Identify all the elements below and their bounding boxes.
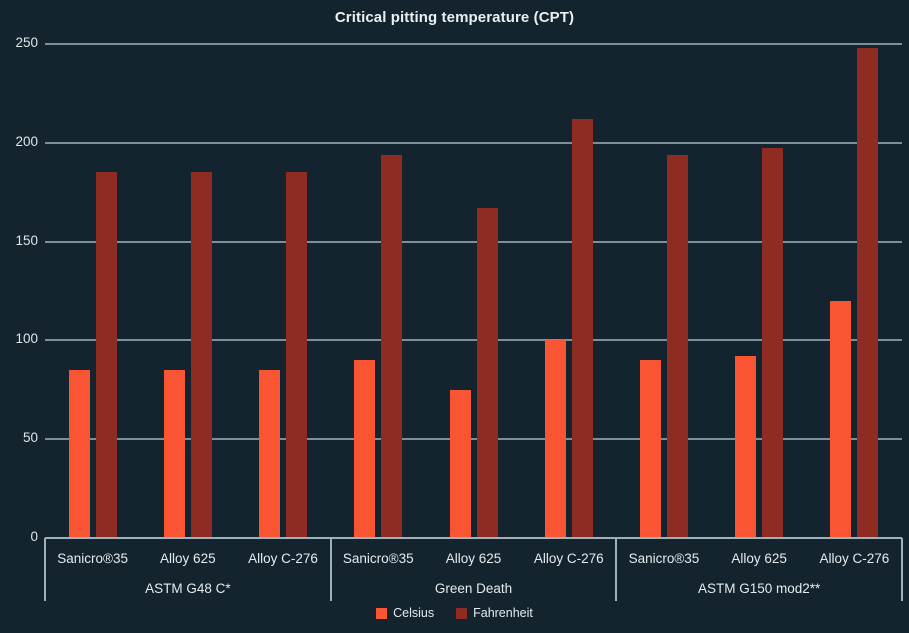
gridline-100 <box>45 339 902 342</box>
x-axis-alloy-label: Sanicro®35 <box>57 551 128 566</box>
gridline-250 <box>45 43 902 45</box>
x-axis-alloy-label: Alloy C-276 <box>248 551 318 566</box>
x-axis-alloy-label: Alloy C-276 <box>533 551 604 566</box>
y-axis-tick-label: 150 <box>15 232 38 248</box>
x-axis-line <box>45 537 902 539</box>
bar-fahrenheit <box>476 208 498 538</box>
group-separator <box>901 538 903 601</box>
bar-celsius <box>830 300 852 538</box>
chart-title: Critical pitting temperature (CPT) <box>334 9 575 26</box>
bar-celsius <box>544 340 566 538</box>
x-axis-alloy-label: Alloy 625 <box>731 551 787 566</box>
x-axis-alloy-label: Sanicro®35 <box>342 551 414 566</box>
bar-fahrenheit <box>286 172 308 538</box>
x-axis-group-label: ASTM G150 mod2** <box>698 581 821 596</box>
bar-celsius <box>354 360 376 538</box>
bar-celsius <box>735 356 757 538</box>
legend-item-celsius: Celsius <box>376 606 434 620</box>
legend-swatch-celsius <box>376 607 388 619</box>
bar-celsius <box>259 370 281 538</box>
bar-fahrenheit <box>762 147 784 538</box>
bar-fahrenheit <box>381 154 403 538</box>
x-axis-group-label: ASTM G48 C* <box>145 581 231 596</box>
group-separator <box>615 538 618 601</box>
bar-fahrenheit <box>190 172 212 538</box>
x-axis-alloy-label: Sanicro®35 <box>628 551 700 566</box>
y-axis-tick-label: 50 <box>22 430 38 446</box>
bar-celsius <box>68 370 90 538</box>
bar-celsius <box>163 370 185 538</box>
bar-fahrenheit <box>95 172 117 538</box>
bar-celsius <box>449 389 471 538</box>
x-axis-group-label: Green Death <box>434 581 513 596</box>
gridline-150 <box>45 240 902 243</box>
group-separator <box>44 538 46 601</box>
y-axis-tick-label: 0 <box>30 529 38 544</box>
x-axis-alloy-label: Alloy 625 <box>160 551 216 566</box>
group-separator <box>329 538 332 601</box>
x-axis-alloy-label: Alloy 625 <box>445 551 502 566</box>
x-axis-alloy-label: Alloy C-276 <box>819 551 890 566</box>
gridline-50 <box>45 438 902 441</box>
bar-fahrenheit <box>857 47 879 538</box>
legend-swatch-fahrenheit <box>456 607 468 619</box>
legend-label: Celsius <box>393 606 435 620</box>
y-axis-tick-label: 200 <box>15 133 38 149</box>
y-axis-tick-label: 100 <box>15 331 38 347</box>
gridline-200 <box>45 141 902 144</box>
legend-item-fahrenheit: Fahrenheit <box>456 606 533 620</box>
bar-fahrenheit <box>666 154 688 538</box>
y-axis-tick-label: 250 <box>15 35 38 50</box>
bar-celsius <box>639 360 661 538</box>
chart-legend: Celsius Fahrenheit <box>0 606 909 620</box>
bar-fahrenheit <box>571 119 593 538</box>
legend-label: Fahrenheit <box>473 606 533 620</box>
